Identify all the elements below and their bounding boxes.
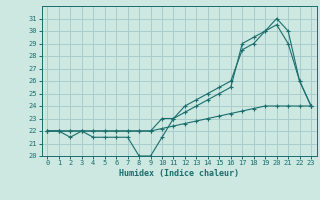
X-axis label: Humidex (Indice chaleur): Humidex (Indice chaleur) [119, 169, 239, 178]
